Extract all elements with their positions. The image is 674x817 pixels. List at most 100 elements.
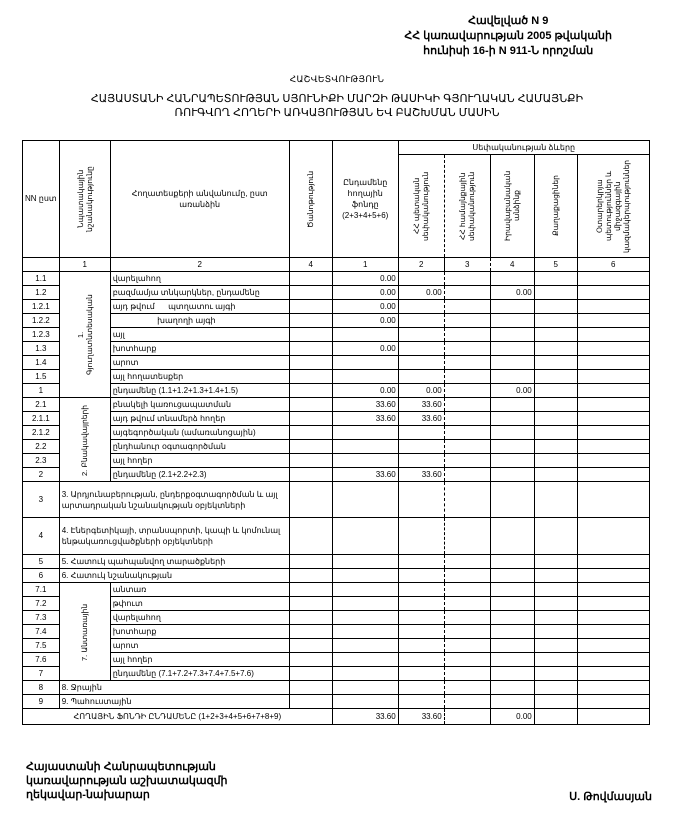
signatory-line: Հայաստանի Հանրապետության (26, 761, 216, 773)
community-value (443, 453, 491, 468)
note-cell (288, 369, 333, 384)
table-row: 1.3 խոտհարք 0.00 (22, 341, 650, 356)
citizens-value (533, 467, 578, 482)
state-value (397, 638, 445, 653)
foreign-value (576, 610, 650, 625)
header-note: Ծանոթություն (288, 140, 333, 258)
community-value (443, 680, 491, 695)
table-row: 1.2.2 խաղողի այգի 0.00 (22, 313, 650, 328)
foreign-value (576, 355, 650, 370)
row-number: 3 (22, 481, 60, 518)
total-value: 0.00 (331, 383, 399, 398)
state-value (397, 327, 445, 342)
state-value (397, 369, 445, 384)
row-number: 7.4 (22, 624, 60, 639)
total-value: 33.60 (331, 467, 399, 482)
header-purpose: Նպատակային նշանակությունը (58, 140, 111, 258)
community-value (443, 568, 491, 583)
legal-value (489, 596, 535, 611)
row-name: անտառ (109, 582, 290, 597)
note-cell (288, 582, 333, 597)
land-balance-table: NN ըստ Նպատակային նշանակությունը Հողատես… (22, 140, 650, 725)
header-own-legal: Իրավաբանական անձինք (489, 154, 535, 258)
total-value: 0.00 (331, 271, 399, 286)
foreign-value (576, 313, 650, 328)
foreign-value (576, 467, 650, 482)
row-name: 5. Հատուկ պահպանվող տարածքների (58, 554, 290, 569)
citizens-value (533, 271, 578, 286)
total-value (331, 517, 399, 555)
table-row: 2.3 այլ հողեր (22, 453, 650, 468)
foreign-value (576, 554, 650, 569)
community-value (443, 517, 491, 555)
row-name: այլ (109, 327, 290, 342)
foreign-value (576, 694, 650, 709)
state-value (397, 299, 445, 314)
column-number: 3 (443, 257, 491, 272)
row-number: 2.1.2 (22, 425, 60, 440)
state-value (397, 355, 445, 370)
column-number: 5 (533, 257, 578, 272)
legal-value (489, 411, 535, 426)
community-value (443, 596, 491, 611)
grand-total-label: ՀՈՂԱՅԻՆ ՖՈՆԴԻ ԸՆԴԱՄԵՆԸ (1+2+3+4+5+6+7+8+… (22, 708, 333, 725)
state-value (397, 341, 445, 356)
row-number: 7.2 (22, 596, 60, 611)
state-value (397, 313, 445, 328)
table-row: 2.1.1 այդ թվում տնամերձ հողեր 33.60 33.60 (22, 411, 650, 426)
citizens-value (533, 666, 578, 681)
note-cell (288, 666, 333, 681)
state-value (397, 568, 445, 583)
annex-reference: Հավելված N 9 ՀՀ կառավարության 2005 թվակա… (404, 14, 612, 59)
citizens-value (533, 638, 578, 653)
grand-total-state: 33.60 (397, 708, 445, 725)
table-row: 7.3 վարելահող (22, 610, 650, 625)
state-value (397, 425, 445, 440)
row-number: 1.2.3 (22, 327, 60, 342)
state-value: 33.60 (397, 397, 445, 412)
legal-value (489, 554, 535, 569)
row-number: 5 (22, 554, 60, 569)
total-value (331, 369, 399, 384)
citizens-value (533, 694, 578, 709)
note-cell (288, 397, 333, 412)
row-number: 1.4 (22, 355, 60, 370)
header-total: Ընդամենը հողային ֆոնդը (2+3+4+5+6) (331, 140, 399, 258)
foreign-value (576, 568, 650, 583)
note-cell (288, 481, 333, 518)
table-row: 1.2.1 այդ թվում պտղատու այգի 0.00 (22, 299, 650, 314)
row-number: 1.2 (22, 285, 60, 300)
foreign-value (576, 680, 650, 695)
table-row: 2.2 ընդհանուր օգտագործման (22, 439, 650, 454)
total-value: 0.00 (331, 341, 399, 356)
citizens-value (533, 411, 578, 426)
state-value: 0.00 (397, 383, 445, 398)
grand-total-legal: 0.00 (489, 708, 535, 725)
citizens-value (533, 582, 578, 597)
row-name: բազմամյա տնկարկներ, ընդամենը (109, 285, 290, 300)
community-value (443, 467, 491, 482)
community-value (443, 271, 491, 286)
citizens-value (533, 680, 578, 695)
table-row: 8 8. Ջրային (22, 680, 650, 695)
foreign-value (576, 652, 650, 667)
state-value (397, 453, 445, 468)
foreign-value (576, 271, 650, 286)
state-value (397, 439, 445, 454)
legal-value (489, 517, 535, 555)
citizens-value (533, 341, 578, 356)
total-value: 33.60 (331, 411, 399, 426)
citizens-value (533, 439, 578, 454)
note-cell (288, 355, 333, 370)
legal-value (489, 694, 535, 709)
foreign-value (576, 624, 650, 639)
row-number: 1.3 (22, 341, 60, 356)
state-value (397, 694, 445, 709)
legal-value (489, 425, 535, 440)
row-name: այդ թվում պտղատու այգի (109, 299, 290, 314)
citizens-value (533, 596, 578, 611)
table-row: 2.1.2 այգեգործական (ամառանոցային) (22, 425, 650, 440)
citizens-value (533, 652, 578, 667)
community-value (443, 299, 491, 314)
note-cell (288, 554, 333, 569)
